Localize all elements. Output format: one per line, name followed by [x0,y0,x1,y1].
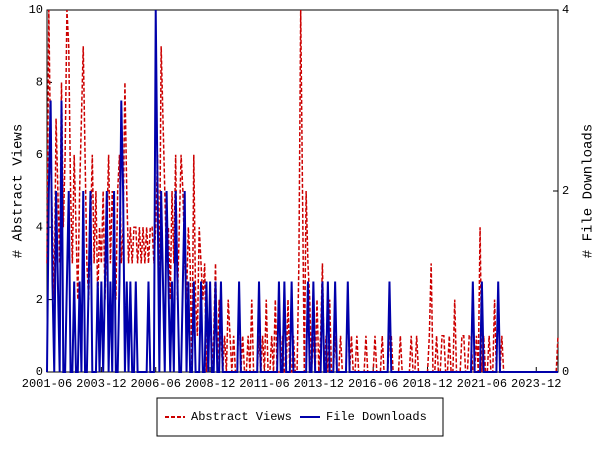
legend-box [156,397,444,437]
series-line [46,9,559,373]
y-tick-label: 2 [36,293,43,307]
y-tick-label: 0 [36,365,43,379]
x-tick-label: 2016-06 [348,377,398,391]
legend-label: Abstract Views [191,410,292,424]
x-tick-label: 2011-06 [239,377,289,391]
series-line [46,9,558,373]
y-tick-label: 8 [36,76,43,90]
legend-label: File Downloads [326,410,427,424]
y2-axis-label: # File Downloads [581,124,597,258]
y2-tick-label: 2 [562,184,569,198]
y-tick-label: 10 [29,3,43,17]
x-tick-label: 2006-06 [131,377,181,391]
x-tick-label: 2003-12 [76,377,126,391]
x-tick-label: 2018-12 [402,377,452,391]
y-tick-label: 6 [36,148,43,162]
y-axis-label: # Abstract Views [11,124,27,258]
x-tick-label: 2013-12 [294,377,344,391]
x-tick-label: 2001-06 [22,377,72,391]
y2-tick-label: 0 [562,365,569,379]
y-tick-label: 4 [36,220,43,234]
x-tick-label: 2021-06 [457,377,507,391]
y2-tick-label: 4 [562,3,569,17]
x-tick-label: 2008-12 [185,377,235,391]
x-tick-label: 2023-12 [511,377,561,391]
